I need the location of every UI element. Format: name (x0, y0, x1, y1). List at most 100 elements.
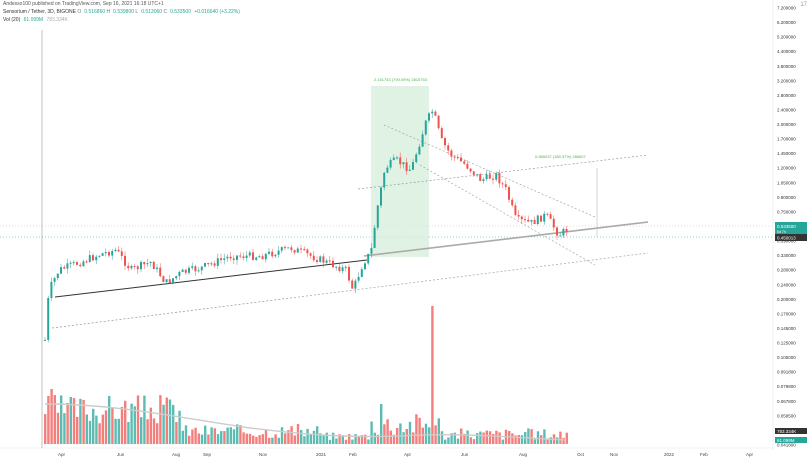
candle-body (565, 228, 568, 233)
volume-label[interactable]: Vol (20) (3, 17, 21, 23)
volume-bar (245, 433, 248, 444)
candle-body (392, 157, 395, 160)
volume-bar (364, 434, 367, 444)
volume-bar (386, 419, 389, 444)
volume-bar (514, 435, 517, 444)
trendline-upper[interactable] (54, 259, 368, 298)
candle-body (421, 134, 424, 147)
volume-bar (194, 427, 197, 444)
price-tick-label: 1.050000 (777, 180, 796, 185)
candle-body (482, 179, 485, 181)
candle-body (332, 260, 334, 268)
trendline-lower-dashed[interactable] (51, 252, 649, 329)
volume-bar (114, 418, 117, 444)
time-tick-label: Oct (577, 452, 585, 457)
volume-bar (76, 416, 79, 444)
volume-bar (66, 403, 69, 444)
volume-bar (357, 436, 360, 444)
volume-bar (47, 395, 50, 444)
time-tick-label: Feb (700, 452, 708, 457)
candle-body (562, 228, 565, 236)
candle-body (424, 120, 427, 135)
volume-bar (95, 415, 98, 444)
publisher-line: Andesso100 published on TradingView.com,… (3, 1, 164, 7)
candle-body (466, 163, 469, 169)
volume-bar (418, 417, 421, 444)
trendline-major[interactable] (363, 221, 649, 257)
time-axis[interactable]: Apr Jun Aug Sep Nov 2021 Feb Apr Jun Aug Oct Nov 202… (58, 452, 754, 457)
volume-bar (271, 437, 274, 444)
candle-body (197, 270, 200, 272)
candle-body (360, 269, 363, 277)
channel-upper-dashed[interactable] (357, 154, 649, 190)
volume-bar (108, 395, 111, 444)
candle-body (293, 250, 296, 253)
candle-body (95, 256, 98, 261)
ohlc-open-label: O (77, 9, 82, 15)
ohlc-low-value: 0.513060 (141, 9, 163, 15)
volume-bar (328, 439, 332, 444)
candle-body (120, 251, 123, 256)
volume-bar (88, 420, 92, 444)
volume-bar (533, 439, 536, 444)
volume-bar (335, 438, 338, 444)
candle-body (437, 115, 440, 129)
volume-bar (290, 426, 293, 444)
volume-bar (274, 434, 277, 444)
price-tick-label: 7.200000 (777, 6, 796, 11)
price-tick-label: 3.800000 (777, 64, 796, 69)
candle-body (450, 150, 453, 157)
candle-body (239, 255, 242, 257)
candle-body (229, 256, 232, 259)
candle-body (56, 273, 59, 279)
volume-bar (549, 437, 552, 444)
volume-bar (463, 433, 466, 444)
candle-body (415, 154, 418, 163)
volume-bar (472, 439, 476, 444)
price-tick-label: 0.170000 (777, 311, 796, 316)
candle-body (319, 256, 322, 262)
candle-body (220, 258, 222, 260)
volume-bar (146, 419, 149, 444)
volume-bar (207, 434, 210, 444)
volume-bar (488, 431, 492, 444)
volume-bar (165, 397, 168, 444)
volume-bar (220, 431, 223, 444)
candle-body (354, 280, 357, 289)
candle-body (367, 253, 370, 264)
long-position-box[interactable] (371, 86, 429, 257)
price-tick-label: 4.400000 (777, 49, 796, 54)
symbol-name[interactable]: Sensorium / Tether, 3D, BIGONE (3, 9, 76, 15)
volume-bar (50, 389, 53, 444)
candle-body (357, 276, 360, 281)
candle-body (72, 262, 75, 264)
candle-body (380, 187, 382, 206)
descending-channel-bottom[interactable] (419, 164, 596, 266)
price-tick-label: 0.330000 (777, 253, 796, 258)
time-tick-label: Aug (519, 452, 528, 457)
long-box-label: 2.151743 (790.09%) 2815753 (374, 77, 428, 82)
ohlc-open-value: 0.516860 (84, 9, 106, 15)
volume-bar (124, 400, 127, 444)
price-tick-label: 0.041800 (777, 443, 796, 448)
candle-body (274, 254, 277, 257)
candle-body (165, 279, 168, 283)
volume-bar (300, 430, 303, 444)
current-price-countdown: 5d 7h (777, 230, 786, 234)
volume-bar (543, 429, 546, 444)
volume-bar (104, 410, 108, 444)
volume-bar (540, 435, 543, 444)
volume-bar (239, 425, 242, 444)
candle-body (447, 145, 450, 151)
candle-body (175, 276, 178, 279)
candle-body (130, 266, 133, 269)
time-tick-label: Jun (117, 452, 125, 457)
volume-value-badge: 61.099M (777, 438, 795, 443)
price-tick-label: 2.400000 (777, 107, 796, 112)
candle-body (124, 255, 126, 266)
volume-bar (530, 429, 533, 444)
candle-body (312, 255, 315, 261)
ohlc-low: L 0.513060 (135, 9, 162, 15)
volume-bar (536, 431, 540, 444)
